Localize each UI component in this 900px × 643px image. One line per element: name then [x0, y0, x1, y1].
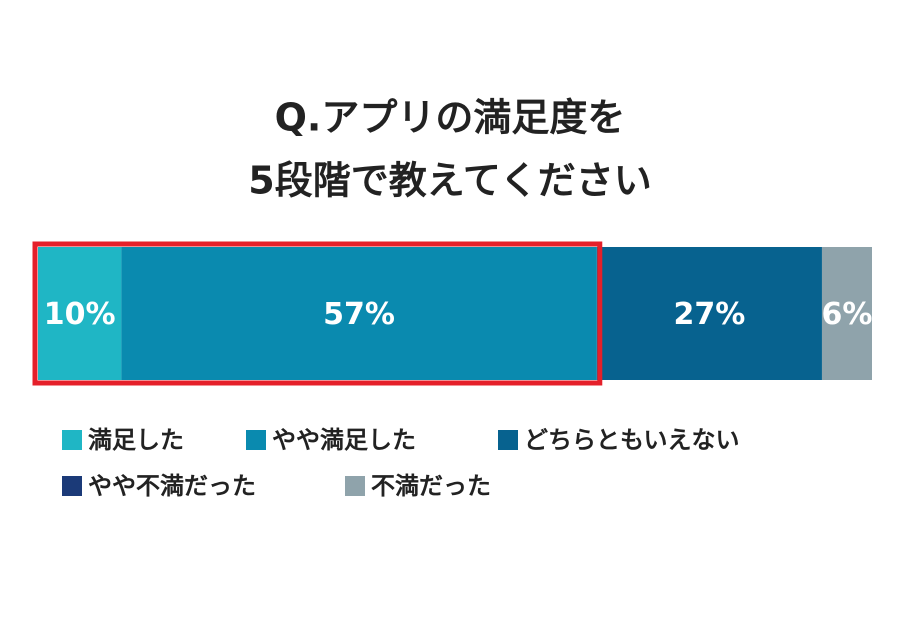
chart-title: 5段階で教えてください: [248, 159, 651, 203]
legend-label: やや満足した: [272, 426, 416, 454]
legend-swatch: [498, 430, 518, 450]
chart-title: Q.アプリの満足度を: [275, 96, 626, 140]
value-label: 6%: [822, 297, 873, 332]
bar-segment: [121, 247, 597, 380]
bar-segment: [821, 247, 872, 380]
value-label: 27%: [673, 297, 745, 332]
bar-segment: [596, 247, 822, 380]
legend-swatch: [62, 476, 82, 496]
legend-label: 満足した: [88, 426, 184, 454]
highlight-frame: [32, 241, 603, 386]
legend-swatch: [246, 430, 266, 450]
value-label: 10%: [44, 297, 116, 332]
bar-segment: [38, 247, 122, 380]
legend-swatch: [345, 476, 365, 496]
legend-label: どちらともいえない: [524, 426, 740, 454]
legend-swatch: [62, 430, 82, 450]
value-label: 57%: [323, 297, 395, 332]
legend-label: やや不満だった: [88, 472, 256, 500]
legend-label: 不満だった: [371, 472, 491, 500]
